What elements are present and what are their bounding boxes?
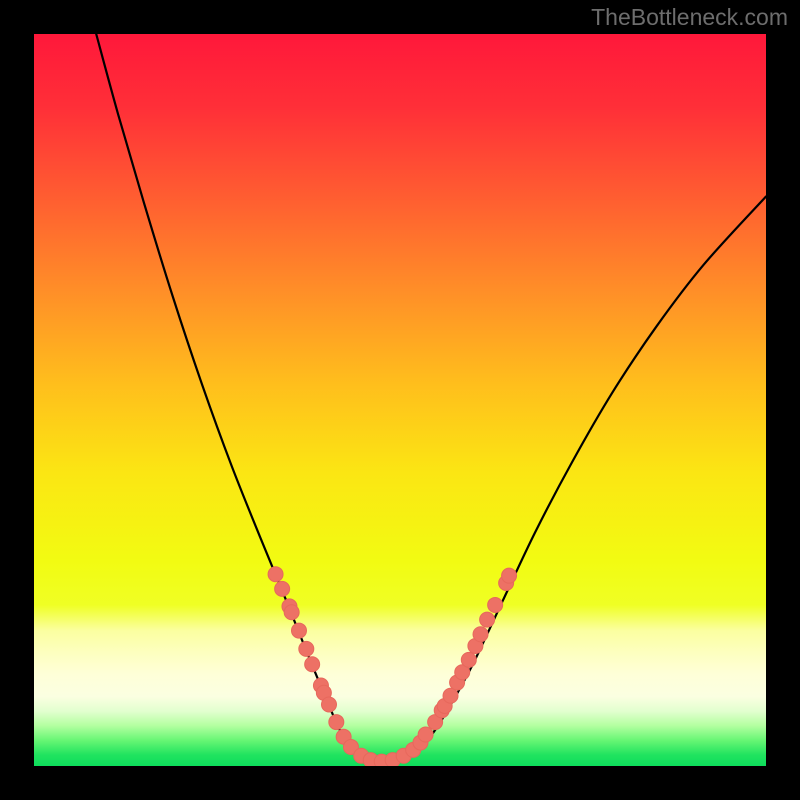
data-marker xyxy=(275,581,290,596)
data-marker xyxy=(488,597,503,612)
chart-root: TheBottleneck.com xyxy=(0,0,800,800)
data-marker xyxy=(305,657,320,672)
data-marker xyxy=(321,697,336,712)
data-marker xyxy=(299,641,314,656)
data-marker xyxy=(502,568,517,583)
data-marker xyxy=(291,623,306,638)
data-marker xyxy=(284,605,299,620)
gradient-background xyxy=(34,34,766,766)
data-marker xyxy=(268,567,283,582)
data-marker xyxy=(473,627,488,642)
data-marker xyxy=(329,715,344,730)
data-marker xyxy=(418,727,433,742)
data-marker xyxy=(461,652,476,667)
data-marker xyxy=(480,612,495,627)
data-marker xyxy=(443,688,458,703)
chart-svg xyxy=(0,0,800,800)
